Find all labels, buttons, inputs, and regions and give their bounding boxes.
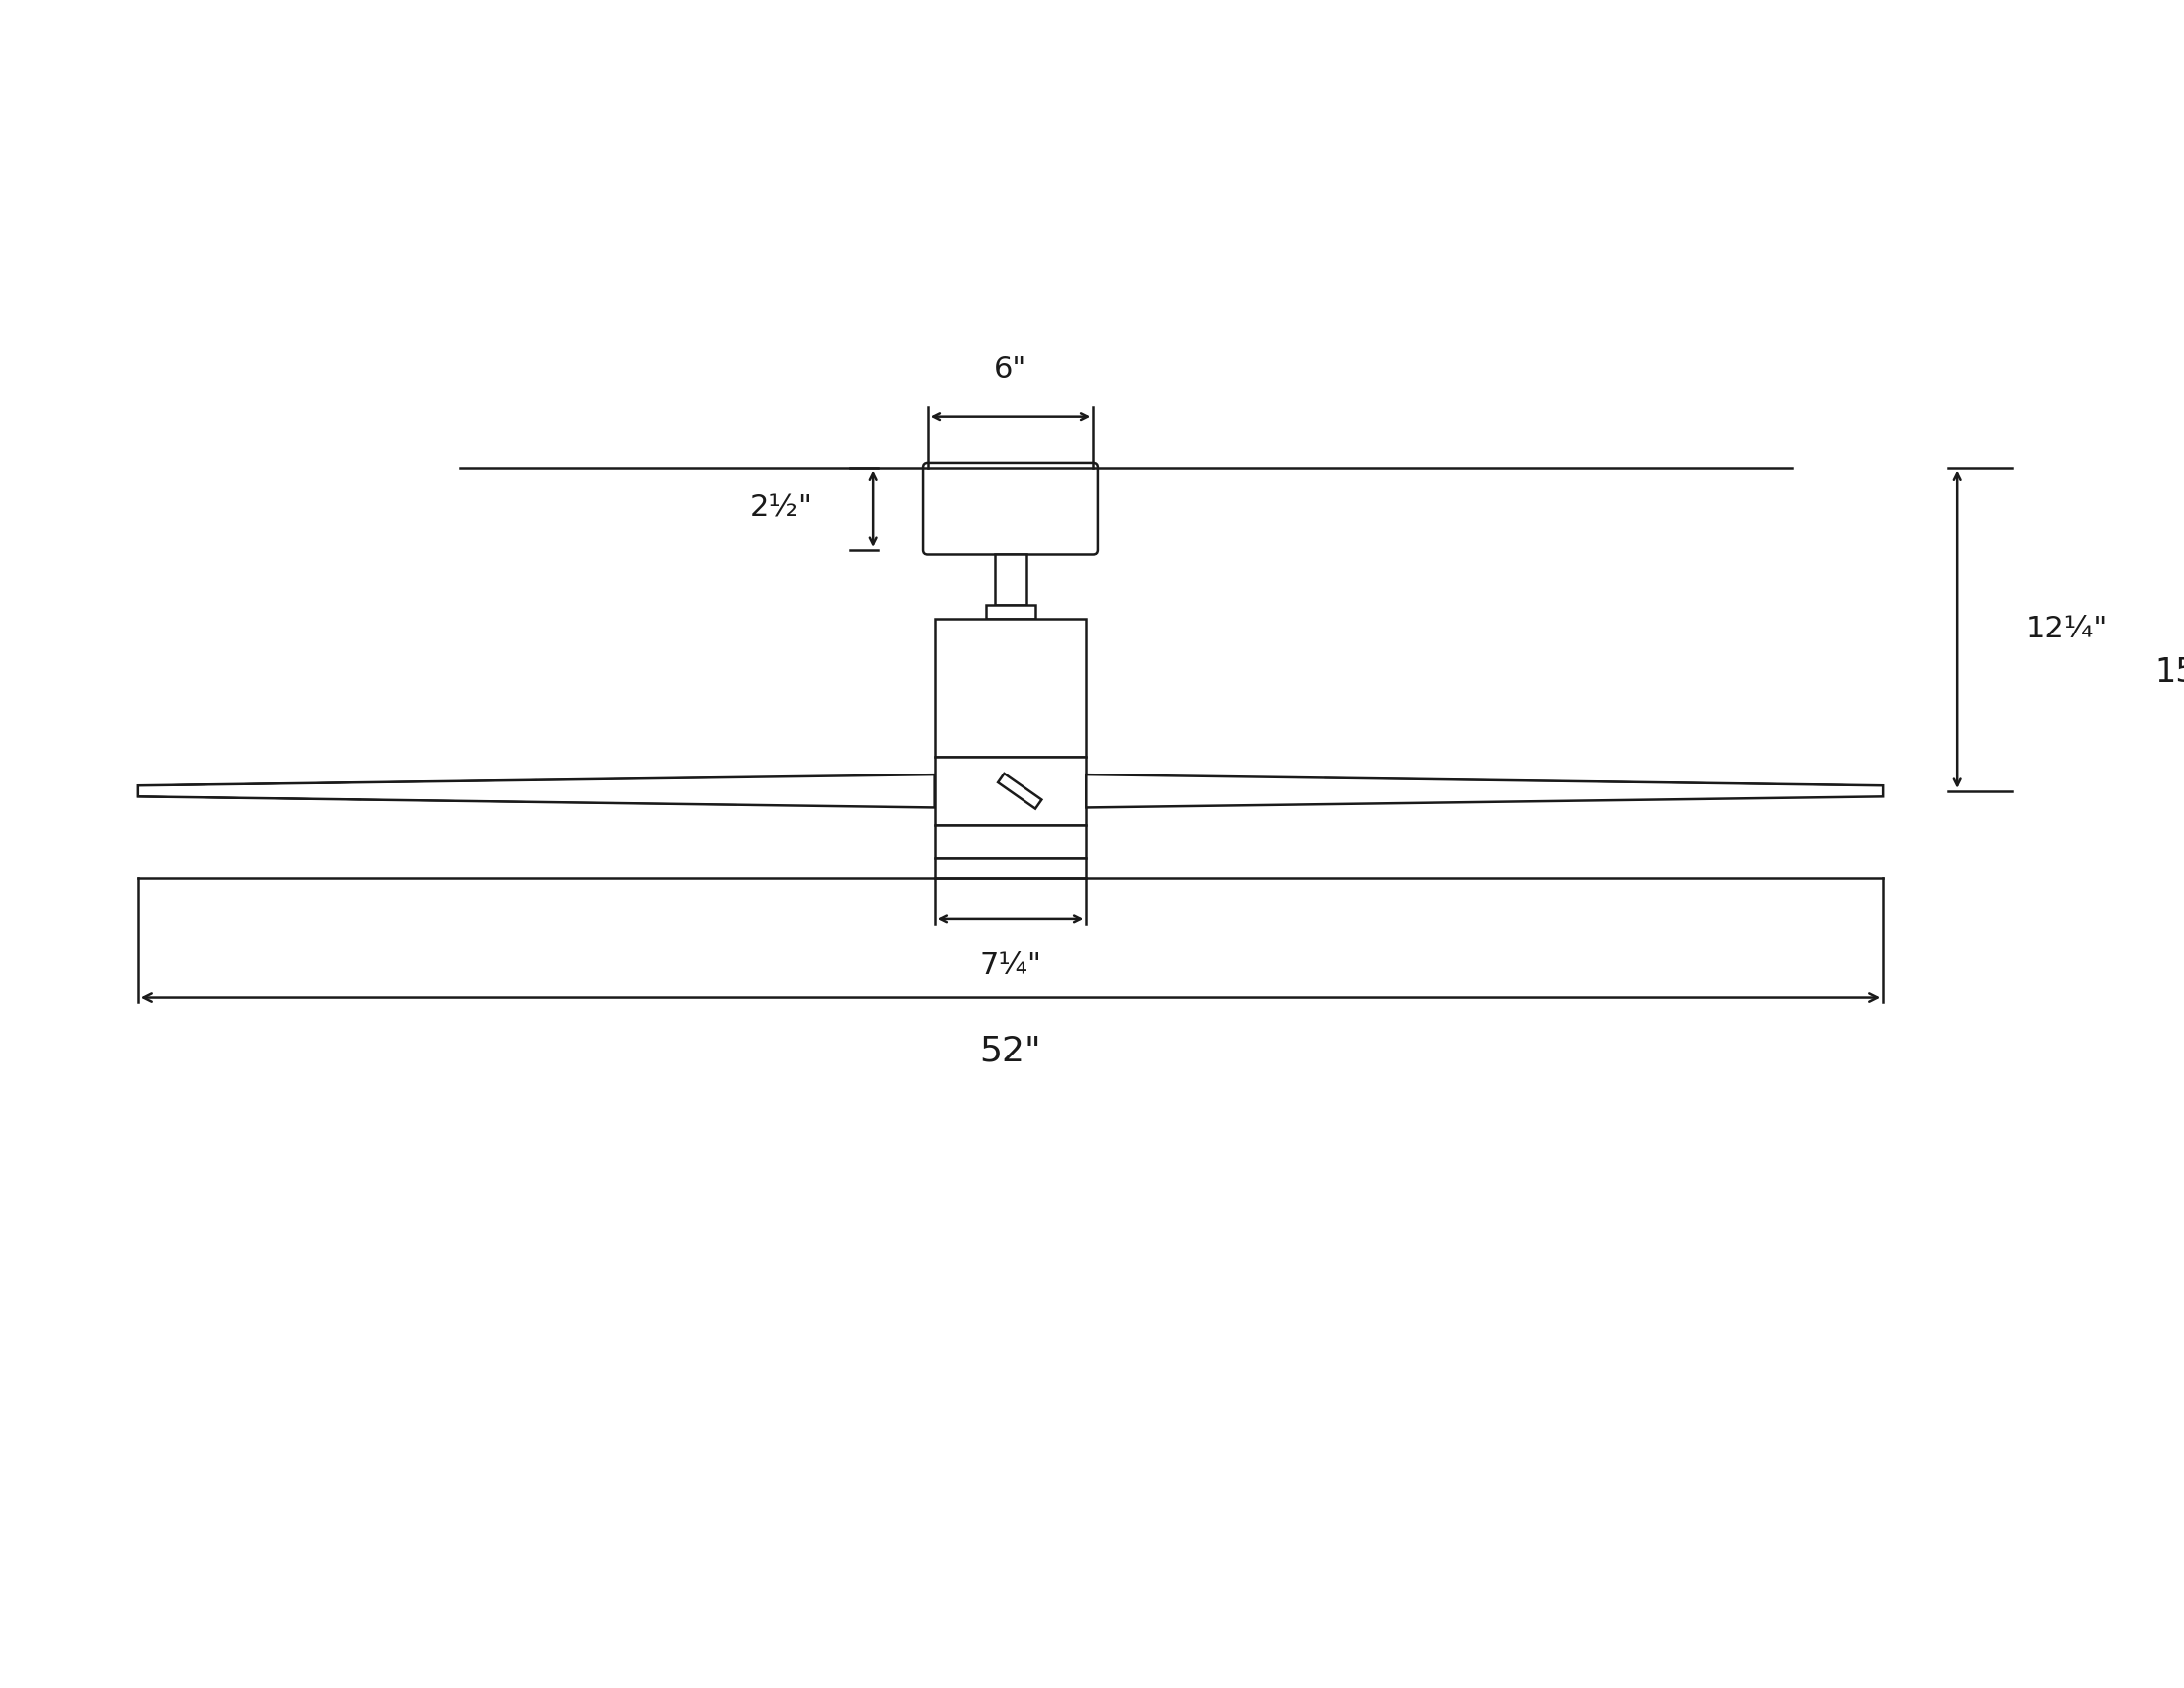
- Text: 52": 52": [978, 1035, 1042, 1069]
- Bar: [935, 858, 1085, 878]
- Polygon shape: [138, 775, 935, 807]
- Bar: [985, 604, 1035, 619]
- Bar: [935, 619, 1085, 756]
- Bar: [998, 773, 1042, 809]
- Bar: [935, 756, 1085, 825]
- Text: 2½": 2½": [751, 495, 812, 523]
- Bar: [935, 825, 1085, 858]
- Text: 12¼": 12¼": [2027, 614, 2108, 643]
- FancyBboxPatch shape: [924, 463, 1099, 555]
- Text: 6": 6": [994, 356, 1026, 385]
- Bar: [994, 555, 1026, 604]
- Polygon shape: [1085, 775, 1883, 807]
- Text: 7¼": 7¼": [978, 952, 1042, 981]
- Text: 15": 15": [2153, 657, 2184, 689]
